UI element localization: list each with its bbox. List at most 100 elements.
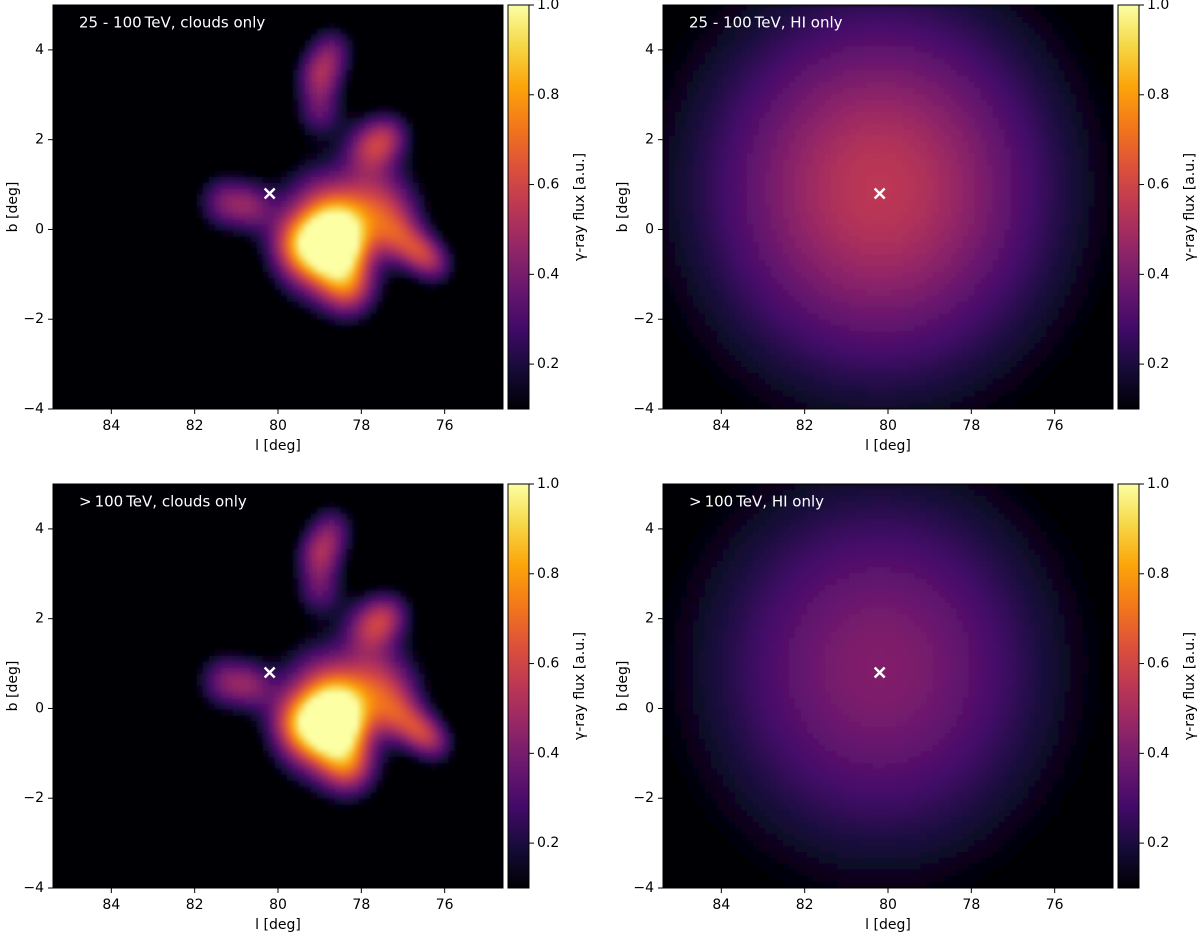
heatmap-cell [304,272,312,279]
heatmap-cell [812,242,820,249]
heatmap-cell [1106,230,1113,238]
heatmap-cell [806,10,814,18]
heatmap-cell [448,254,456,261]
heatmap-cell [704,117,712,125]
heatmap-cell [1088,218,1096,226]
heatmap-cell [812,289,820,297]
heatmap-cell [800,87,808,95]
heatmap-cell [914,87,922,95]
heatmap-cell [1070,117,1078,125]
heatmap-cell [998,141,1006,148]
heatmap-cell [962,283,970,291]
heatmap-cell [728,182,736,190]
heatmap-cell [908,266,916,273]
heatmap-cell [1088,58,1096,65]
heatmap-cell [896,254,904,261]
heatmap-cell [764,295,772,303]
heatmap-cell [824,242,832,249]
heatmap-cell [752,46,760,53]
heatmap-cell [1058,230,1066,238]
heatmap-cell [788,260,796,267]
heatmap-cell [716,295,724,303]
heatmap-cell [710,165,718,172]
heatmap-cell [1070,153,1078,160]
heatmap-cell [830,206,838,214]
heatmap-cell [860,16,868,24]
heatmap-cell [674,200,682,208]
heatmap-cell [710,182,718,190]
heatmap-cell [776,5,784,12]
heatmap-cell [292,93,300,101]
heatmap-cell [974,200,982,208]
heatmap-cell [788,277,796,285]
heatmap-cell [364,212,372,220]
heatmap-cell [316,182,324,190]
heatmap-cell [412,236,420,243]
heatmap-cell [842,34,850,41]
heatmap-cell [406,260,414,267]
heatmap-cell [854,171,862,178]
heatmap-cell [902,141,910,148]
heatmap-cell [1046,242,1054,249]
heatmap-cell [304,105,312,113]
heatmap-cell [752,277,760,285]
heatmap-cell [776,176,784,184]
heatmap-cell [1022,5,1030,12]
heatmap-cell [280,283,288,291]
heatmap-cell [1022,10,1030,18]
heatmap-cell [1034,28,1042,36]
heatmap-cell [262,176,270,184]
heatmap-cell [364,200,372,208]
heatmap-cell [932,105,940,113]
heatmap-cell [884,105,892,113]
heatmap-cell [914,16,922,24]
heatmap-cell [962,34,970,41]
heatmap-cell [956,260,964,267]
heatmap-cell [842,40,850,47]
heatmap-cell [902,10,910,18]
heatmap-cell [776,171,784,178]
heatmap-cell [370,147,378,154]
heatmap-cell [412,254,420,261]
heatmap-cell [334,159,342,166]
heatmap-cell [1064,87,1072,95]
heatmap-cell [806,206,814,214]
heatmap-cell [776,70,784,77]
heatmap-cell [722,123,730,131]
heatmap-cell [770,277,778,285]
heatmap-cell [1004,176,1012,184]
heatmap-cell [352,40,360,47]
heatmap-cell [1064,111,1072,119]
heatmap-cell [854,129,862,137]
heatmap-cell [998,242,1006,249]
heatmap-cell [788,46,796,53]
heatmap-cell [406,254,414,261]
heatmap-cell [680,218,688,226]
heatmap-cell [298,266,306,273]
heatmap-cell [740,200,748,208]
heatmap-cell [776,159,784,166]
heatmap-cell [716,135,724,142]
heatmap-cell [1004,218,1012,226]
heatmap-cell [830,159,838,166]
heatmap-cell [406,248,414,255]
heatmap-cell [812,200,820,208]
heatmap-cell [992,218,1000,226]
heatmap-cell [956,188,964,196]
heatmap-cell [926,117,934,125]
heatmap-cell [1100,266,1108,273]
heatmap-cell [1052,176,1060,184]
heatmap-cell [758,194,766,202]
heatmap-cell [866,10,874,18]
heatmap-cell [794,295,802,303]
heatmap-cell [668,212,676,220]
heatmap-cell [752,75,760,83]
heatmap-cell [746,230,754,238]
heatmap-cell [674,236,682,243]
heatmap-cell [1004,272,1012,279]
heatmap-cell [962,266,970,273]
heatmap-cell [1046,141,1054,148]
heatmap-cell [842,81,850,89]
heatmap-cell [674,46,682,53]
heatmap-cell [1076,153,1084,160]
